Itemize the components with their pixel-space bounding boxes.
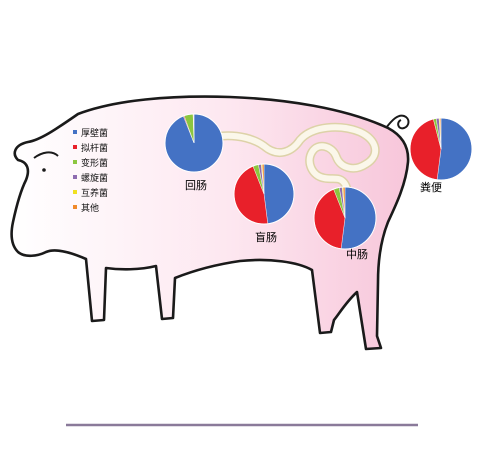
legend-item: 互养菌 — [73, 189, 108, 204]
legend-swatch — [73, 130, 77, 134]
pie-colon — [313, 186, 377, 250]
pie-feces — [409, 117, 473, 181]
pie-outline — [313, 186, 377, 250]
legend-item: 变形菌 — [73, 159, 108, 174]
legend-label: 其他 — [81, 204, 100, 214]
label-colon: 中肠 — [346, 248, 368, 261]
pie-ileum — [164, 113, 224, 173]
pie-outline — [233, 163, 295, 225]
legend-item: 厚壁菌 — [73, 129, 108, 144]
legend-item: 其他 — [73, 204, 108, 219]
legend-swatch — [73, 145, 77, 149]
legend-item: 螺旋菌 — [73, 174, 108, 189]
label-feces: 粪便 — [420, 181, 442, 194]
pig-eye — [42, 168, 46, 172]
pig-ear — [33, 151, 59, 159]
pig-tail — [385, 114, 410, 130]
legend-item: 拟杆菌 — [73, 144, 108, 159]
label-cecum: 盲肠 — [255, 231, 277, 244]
legend-swatch — [73, 160, 77, 164]
legend-swatch — [73, 205, 77, 209]
legend-label: 变形菌 — [81, 159, 109, 169]
legend-swatch — [73, 190, 77, 194]
legend-swatch — [73, 175, 77, 179]
legend-label: 互养菌 — [81, 189, 109, 199]
legend-label: 螺旋菌 — [81, 174, 109, 184]
pie-outline — [409, 117, 473, 181]
legend: 厚壁菌 拟杆菌 变形菌 螺旋菌 互养菌 其他 — [73, 129, 108, 219]
intestine-tube-inner — [202, 124, 378, 202]
pie-cecum — [233, 163, 295, 225]
legend-label: 拟杆菌 — [81, 144, 109, 154]
pie-slice-0 — [436, 117, 473, 181]
legend-label: 厚壁菌 — [81, 129, 109, 139]
label-ileum: 回肠 — [185, 179, 207, 192]
pie-outline — [164, 113, 224, 173]
